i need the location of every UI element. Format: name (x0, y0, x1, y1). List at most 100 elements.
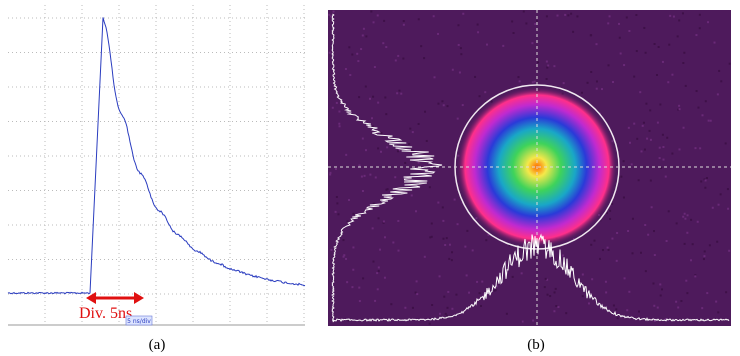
speckle (682, 62, 684, 64)
speckle (431, 222, 433, 224)
speckle (466, 274, 468, 276)
speckle (668, 44, 670, 46)
speckle (562, 254, 564, 256)
speckle (384, 236, 386, 238)
speckle (457, 223, 459, 225)
speckle (605, 281, 607, 283)
speckle (683, 52, 685, 54)
speckle (439, 275, 441, 277)
speckle (390, 303, 392, 305)
speckle (712, 207, 714, 209)
speckle (392, 241, 394, 243)
speckle (376, 272, 378, 274)
speckle (532, 81, 534, 83)
speckle (424, 111, 426, 113)
speckle (623, 64, 625, 66)
speckle (602, 249, 604, 251)
speckle (676, 222, 678, 224)
speckle (532, 320, 534, 322)
speckle (652, 282, 654, 284)
speckle (654, 43, 656, 45)
speckle (699, 14, 701, 16)
speckle (415, 210, 417, 212)
speckle (525, 22, 527, 24)
speckle (662, 134, 664, 136)
speckle (727, 208, 729, 210)
speckle (357, 60, 359, 62)
speckle (685, 280, 687, 282)
speckle (554, 291, 556, 293)
speckle (628, 30, 630, 32)
speckle (485, 239, 487, 241)
speckle (431, 304, 433, 306)
speckle (336, 196, 338, 198)
speckle (632, 218, 634, 220)
speckle (636, 138, 638, 140)
speckle (673, 16, 675, 18)
speckle (628, 291, 630, 293)
speckle (685, 85, 687, 87)
speckle (472, 249, 474, 251)
speckle (627, 230, 629, 232)
speckle (458, 44, 460, 46)
speckle (582, 273, 584, 275)
speckle (690, 219, 692, 221)
speckle (626, 16, 628, 18)
speckle (452, 69, 454, 71)
speckle (624, 277, 626, 279)
speckle (708, 120, 710, 122)
speckle (555, 305, 557, 307)
speckle (418, 123, 420, 125)
speckle (696, 90, 698, 92)
speckle (377, 14, 379, 16)
speckle (596, 80, 598, 82)
speckle (372, 227, 374, 229)
speckle (657, 307, 659, 309)
speckle (703, 258, 705, 260)
speckle (659, 157, 661, 159)
speckle (335, 168, 337, 170)
speckle (404, 307, 406, 309)
speckle (660, 294, 662, 296)
speckle (374, 66, 376, 68)
speckle (534, 23, 536, 25)
speckle (361, 176, 363, 178)
speckle (679, 148, 681, 150)
speckle (632, 252, 634, 254)
speckle (588, 302, 590, 304)
scale-label: 5 ns/div (127, 318, 151, 325)
speckle (362, 277, 364, 279)
speckle (703, 255, 705, 257)
speckle (434, 76, 436, 78)
speckle (464, 246, 466, 248)
speckle (706, 177, 708, 179)
speckle (671, 153, 673, 155)
speckle (349, 74, 351, 76)
division-annotation: Div. 5ns (79, 305, 132, 322)
speckle (620, 176, 622, 178)
speckle (338, 123, 340, 125)
speckle (669, 15, 671, 17)
speckle (590, 71, 592, 73)
speckle (396, 92, 398, 94)
speckle (643, 122, 645, 124)
speckle (564, 14, 566, 16)
speckle (348, 46, 350, 48)
speckle (337, 213, 339, 215)
speckle (446, 237, 448, 239)
speckle (609, 210, 611, 212)
speckle (364, 175, 366, 177)
caption-a: (a) (149, 337, 166, 353)
speckle (657, 122, 659, 124)
speckle (636, 50, 638, 52)
speckle (671, 74, 673, 76)
speckle (449, 244, 451, 246)
speckle (345, 68, 347, 70)
speckle (710, 120, 712, 122)
speckle (371, 117, 373, 119)
speckle (613, 304, 615, 306)
speckle (412, 307, 414, 309)
speckle (683, 127, 685, 129)
speckle (370, 10, 372, 12)
speckle (513, 32, 515, 34)
